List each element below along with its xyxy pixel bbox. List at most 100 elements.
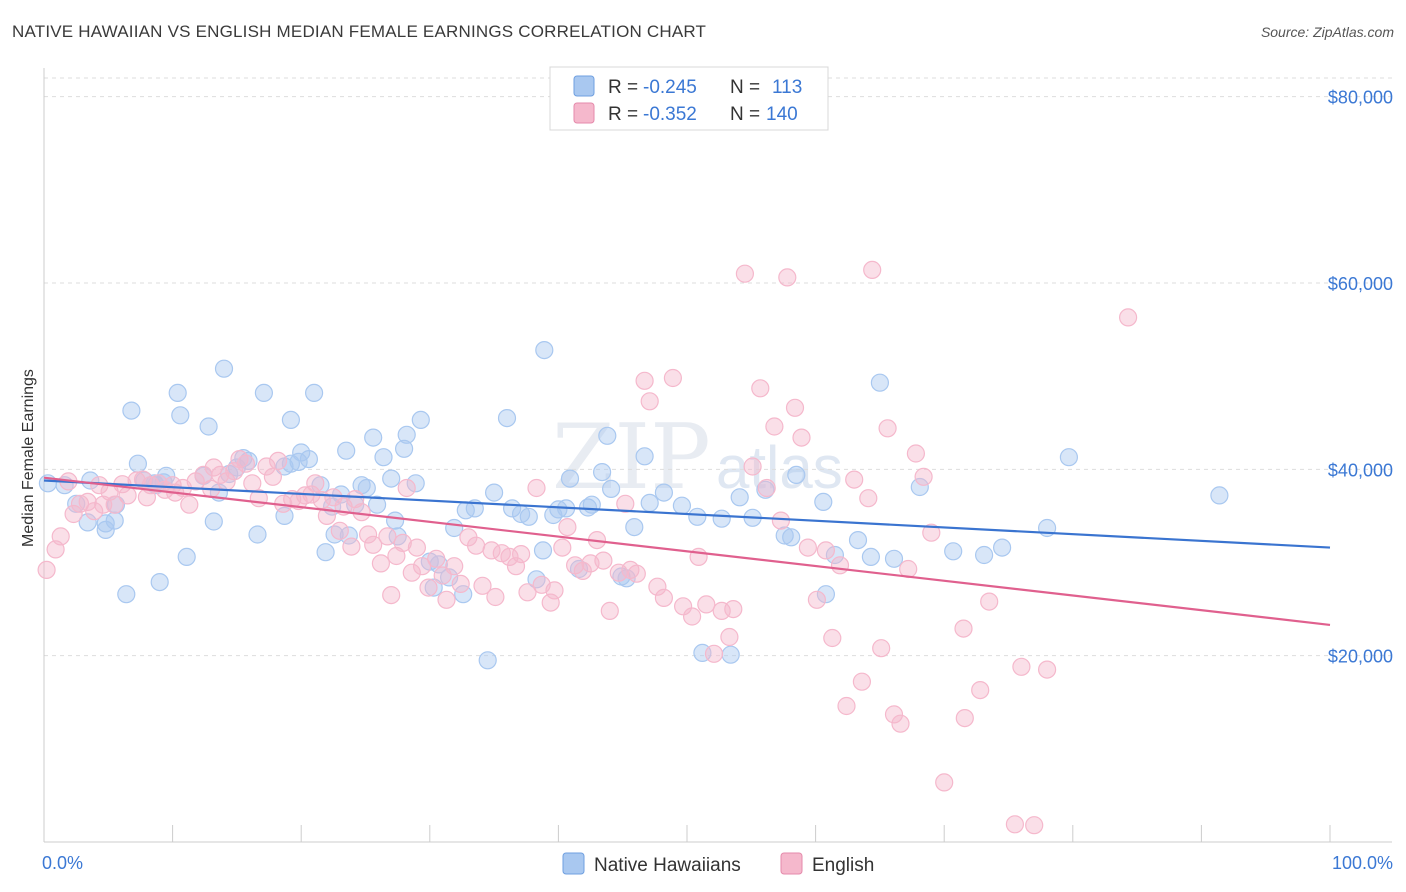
point-0-17 xyxy=(157,466,176,485)
point-1-32 xyxy=(236,454,255,473)
point-1-63 xyxy=(419,578,438,597)
point-1-58 xyxy=(393,533,412,553)
point-1-27 xyxy=(204,458,223,477)
point-0-110 xyxy=(884,549,904,568)
point-1-122 xyxy=(837,696,856,716)
point-0-29 xyxy=(239,451,258,470)
point-1-107 xyxy=(724,599,743,619)
point-1-64 xyxy=(427,549,446,568)
point-0-50 xyxy=(364,428,383,447)
point-1-86 xyxy=(573,561,592,581)
point-1-62 xyxy=(413,557,432,576)
point-0-96 xyxy=(712,509,731,528)
series-legend: Native Hawaiians English xyxy=(562,852,874,876)
point-1-110 xyxy=(751,379,770,398)
point-1-43 xyxy=(306,474,325,493)
point-0-70 xyxy=(497,409,517,428)
point-0-54 xyxy=(386,511,405,530)
legend-n-label-0: N = xyxy=(730,77,760,98)
point-0-93 xyxy=(672,496,692,515)
point-0-45 xyxy=(337,441,356,460)
point-1-6 xyxy=(78,492,97,511)
point-0-106 xyxy=(825,545,845,565)
bottom-legend-label-native-hawaiians: Native Hawaiians xyxy=(594,855,741,876)
point-1-92 xyxy=(616,494,635,513)
point-1-94 xyxy=(627,564,646,583)
point-1-116 xyxy=(792,428,811,447)
legend-n-label-1: N = xyxy=(730,104,760,125)
point-0-116 xyxy=(1059,448,1079,467)
point-1-117 xyxy=(798,538,818,557)
point-1-75 xyxy=(500,547,519,567)
point-1-46 xyxy=(324,488,343,507)
point-0-89 xyxy=(625,517,644,537)
point-1-130 xyxy=(891,714,910,733)
point-0-68 xyxy=(478,651,497,670)
correlation-legend: R = -0.245 N = 113 R = -0.352 N = 140 xyxy=(549,66,829,131)
y-tick-label-0: $20,000 xyxy=(1328,647,1393,667)
legend-n-value-0: 113 xyxy=(772,77,802,98)
point-0-59 xyxy=(411,410,430,429)
point-1-28 xyxy=(211,465,230,484)
point-1-70 xyxy=(467,536,486,555)
point-0-46 xyxy=(339,526,358,545)
point-0-86 xyxy=(601,479,621,498)
point-0-15 xyxy=(150,572,169,592)
point-0-7 xyxy=(105,511,124,530)
point-1-136 xyxy=(954,619,973,638)
point-0-9 xyxy=(117,585,136,604)
point-0-85 xyxy=(598,426,617,445)
point-1-139 xyxy=(980,592,999,611)
point-1-138 xyxy=(971,680,990,700)
point-0-51 xyxy=(368,495,387,514)
point-1-115 xyxy=(785,398,805,417)
point-1-83 xyxy=(553,538,572,557)
point-0-108 xyxy=(861,547,881,567)
point-0-10 xyxy=(122,401,141,420)
point-1-53 xyxy=(364,535,383,554)
axes xyxy=(43,68,1392,843)
point-0-38 xyxy=(299,450,318,469)
point-0-20 xyxy=(177,547,196,567)
point-1-96 xyxy=(640,392,659,411)
point-1-51 xyxy=(352,503,371,522)
point-1-4 xyxy=(64,504,83,524)
watermark-sub: atlas xyxy=(716,434,843,501)
point-0-61 xyxy=(424,578,443,597)
point-1-78 xyxy=(518,583,537,602)
point-1-77 xyxy=(511,544,531,564)
point-0-114 xyxy=(992,538,1012,557)
point-1-137 xyxy=(955,708,974,728)
point-1-59 xyxy=(397,478,416,498)
source-label: Source: ZipAtlas.com xyxy=(1260,24,1394,40)
point-0-31 xyxy=(254,383,273,402)
point-1-100 xyxy=(673,597,693,616)
point-0-57 xyxy=(397,425,416,444)
point-1-50 xyxy=(346,490,365,509)
point-1-82 xyxy=(545,581,564,600)
trend-lines xyxy=(43,476,1331,627)
point-0-52 xyxy=(374,448,393,467)
legend-n-value-1: 140 xyxy=(766,104,798,125)
gridlines xyxy=(44,77,1392,657)
point-1-108 xyxy=(735,264,755,283)
point-1-140 xyxy=(1005,815,1025,834)
point-1-20 xyxy=(163,476,182,495)
point-1-113 xyxy=(771,511,791,530)
point-0-63 xyxy=(440,568,459,587)
x-tick-labels: 0.0% 100.0% xyxy=(42,853,1393,873)
point-1-35 xyxy=(257,457,276,476)
point-0-56 xyxy=(395,439,414,458)
point-1-84 xyxy=(558,517,577,537)
point-0-41 xyxy=(316,543,335,562)
point-1-68 xyxy=(451,574,470,594)
point-1-11 xyxy=(105,495,124,514)
point-1-112 xyxy=(765,417,784,436)
point-1-98 xyxy=(654,588,674,608)
point-0-58 xyxy=(406,474,425,493)
point-1-60 xyxy=(402,563,421,582)
point-0-80 xyxy=(560,469,580,488)
point-0-74 xyxy=(527,570,546,589)
point-0-107 xyxy=(848,530,868,550)
